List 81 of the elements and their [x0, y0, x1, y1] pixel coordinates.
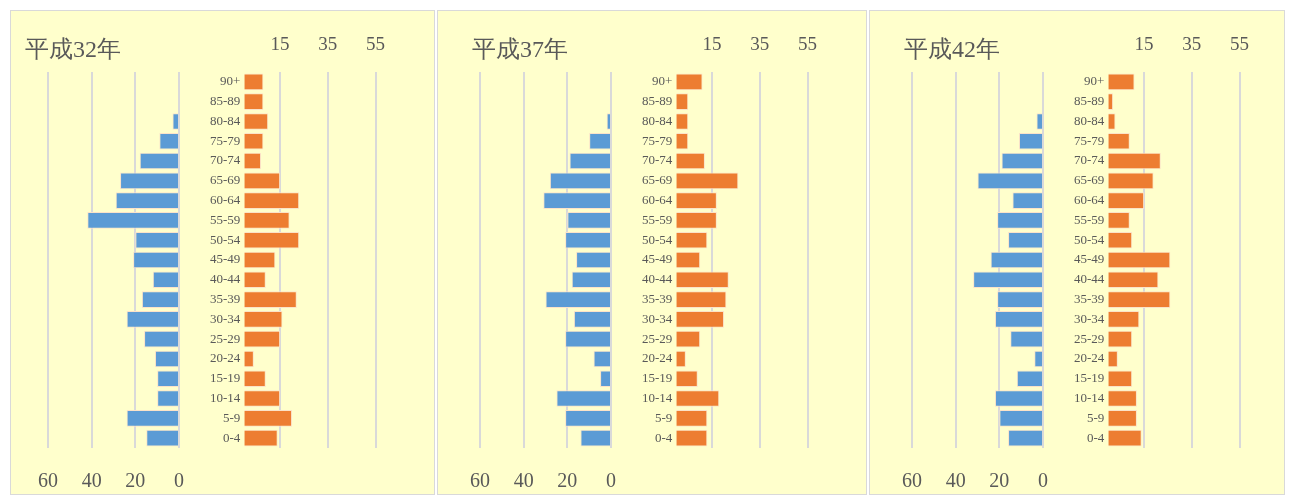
x-tick-label: 60	[902, 469, 922, 492]
y-tick-label: 35-39	[1073, 291, 1105, 306]
y-tick-label: 65-69	[1073, 172, 1105, 188]
x2-tick-label: 15	[702, 32, 722, 54]
x2-tick-label: 35	[1182, 32, 1202, 54]
y-tick-label: 65-69	[209, 172, 241, 188]
x2-tick-label: 15	[1134, 32, 1154, 54]
y-tick-label: 5-9	[654, 409, 673, 425]
x2-tick-label: 55	[798, 32, 817, 54]
x-tick-label: 0	[606, 469, 616, 492]
y-tick-label: 50-54	[1073, 231, 1105, 247]
x-tick-label: 60	[38, 469, 58, 492]
x-tick-label: 40	[945, 469, 966, 492]
y-tick-label: 15-19	[641, 370, 673, 386]
x-tick-label: 0	[174, 469, 184, 492]
y-tick-label: 85-89	[1073, 93, 1105, 109]
y-tick-label: 5-9	[1086, 409, 1105, 425]
chart-title: 平成42年	[904, 36, 1000, 62]
x-tick-label: 40	[81, 469, 102, 492]
y-tick-label: 45-49	[1073, 251, 1105, 267]
chart-title: 平成32年	[25, 36, 121, 62]
y-tick-label: 65-69	[641, 172, 673, 188]
y-tick-label: 40-44	[1073, 271, 1105, 287]
x2-tick-label: 15	[270, 32, 290, 54]
y-tick-label: 40-44	[209, 271, 241, 287]
y-tick-label: 75-79	[209, 132, 241, 148]
y-tick-label: 80-84	[641, 112, 673, 128]
x-tick-label: 0	[1038, 469, 1048, 492]
y-tick-label: 40-44	[641, 271, 673, 287]
y-tick-label: 90+	[219, 73, 241, 89]
y-tick-label: 85-89	[209, 93, 241, 109]
y-tick-label: 80-84	[1073, 112, 1105, 128]
y-tick-label: 45-49	[209, 251, 241, 267]
y-tick-label: 20-24	[209, 350, 241, 366]
x2-tick-label: 35	[318, 32, 338, 54]
y-tick-label: 10-14	[641, 389, 673, 405]
y-tick-label: 15-19	[209, 370, 241, 386]
y-tick-label: 60-64	[209, 192, 241, 208]
y-tick-label: 55-59	[641, 211, 673, 227]
x2-tick-label: 35	[750, 32, 770, 54]
y-tick-label: 70-74	[209, 152, 241, 168]
x-tick-label: 40	[513, 469, 534, 492]
y-tick-label: 20-24	[1073, 350, 1105, 366]
y-tick-label: 30-34	[641, 310, 673, 326]
y-tick-label: 60-64	[641, 192, 673, 208]
y-tick-label: 35-39	[641, 291, 673, 306]
y-tick-label: 50-54	[209, 231, 241, 247]
x2-tick-label: 55	[1230, 32, 1249, 54]
y-tick-label: 0-4	[1086, 429, 1105, 445]
y-tick-label: 85-89	[641, 93, 673, 109]
y-tick-label: 75-79	[1073, 132, 1105, 148]
y-tick-label: 70-74	[1073, 152, 1105, 168]
y-tick-label: 15-19	[1073, 370, 1105, 386]
y-tick-label: 70-74	[641, 152, 673, 168]
y-tick-label: 60-64	[1073, 192, 1105, 208]
y-tick-label: 20-24	[641, 350, 673, 366]
x-tick-label: 20	[125, 469, 146, 492]
y-tick-label: 75-79	[641, 132, 673, 148]
x2-tick-label: 55	[366, 32, 385, 54]
x-tick-label: 20	[989, 469, 1010, 492]
y-tick-label: 0-4	[654, 429, 673, 445]
y-tick-label: 25-29	[1073, 330, 1105, 346]
y-tick-label: 55-59	[1073, 211, 1105, 227]
y-tick-label: 30-34	[209, 310, 241, 326]
chart-title: 平成37年	[472, 36, 568, 62]
y-tick-label: 25-29	[209, 330, 241, 346]
y-tick-label: 55-59	[209, 211, 241, 227]
y-tick-label: 50-54	[641, 231, 673, 247]
y-tick-label: 0-4	[222, 429, 241, 445]
y-tick-label: 45-49	[641, 251, 673, 267]
y-tick-label: 25-29	[641, 330, 673, 346]
y-tick-label: 30-34	[1073, 310, 1105, 326]
y-tick-label: 90+	[1083, 73, 1105, 89]
x-tick-label: 20	[557, 469, 578, 492]
y-tick-label: 90+	[651, 73, 673, 89]
y-tick-label: 10-14	[1073, 389, 1105, 405]
y-tick-label: 5-9	[222, 409, 241, 425]
y-tick-label: 80-84	[209, 112, 241, 128]
x-tick-label: 60	[470, 469, 490, 492]
y-tick-label: 35-39	[209, 291, 241, 306]
y-tick-label: 10-14	[209, 389, 241, 405]
